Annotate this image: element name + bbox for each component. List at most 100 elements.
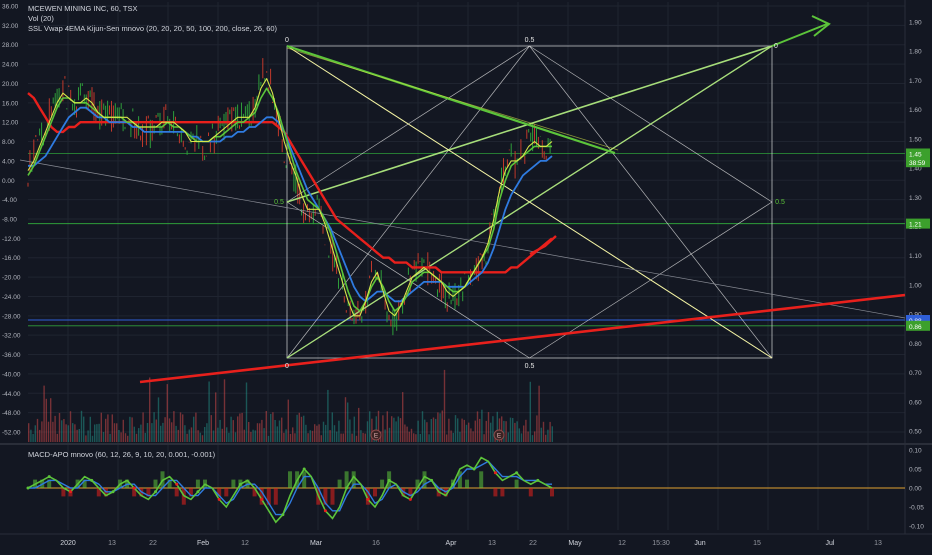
volume-bar: [536, 415, 538, 442]
volume-bar: [366, 421, 369, 442]
price-tag: [906, 315, 930, 325]
trend-line-green-down: [286, 44, 616, 155]
volume-bar: [329, 430, 331, 442]
volume-bar: [76, 429, 78, 442]
macd-histogram-bar: [351, 471, 356, 488]
macd-cross-dot: [451, 482, 455, 486]
gann-box-label: 0.5: [775, 199, 785, 206]
volume-bar: [406, 426, 408, 442]
volume-bar: [292, 427, 294, 442]
macd-histogram-bar: [500, 488, 505, 497]
volume-bar: [375, 416, 377, 442]
left-axis-tick-label: 32.00: [2, 23, 19, 30]
volume-bar: [428, 434, 430, 442]
volume-bar: [160, 425, 162, 442]
volume-bar: [402, 392, 404, 442]
time-axis-tick-label: 13: [488, 540, 496, 547]
price-tag: [906, 148, 930, 159]
right-axis-tick-label: 1.60: [909, 107, 922, 114]
price-tag-label: 38:59: [909, 160, 926, 167]
volume-bar: [333, 425, 336, 442]
volume-bar: [410, 428, 413, 442]
volume-bar: [146, 423, 149, 442]
volume-bar: [65, 424, 67, 442]
volume-bar: [435, 418, 437, 442]
macd-axis-tick-label: -0.10: [909, 524, 924, 531]
right-axis-tick-label: 1.30: [909, 195, 922, 202]
volume-bar: [470, 428, 472, 442]
right-axis-tick-label: 0.70: [909, 370, 922, 377]
volume-bar: [232, 420, 234, 442]
volume-bar: [72, 423, 74, 442]
right-axis-tick-label: 1.40: [909, 166, 922, 173]
volume-bar: [283, 432, 285, 442]
macd-cross-dot: [90, 478, 94, 482]
right-axis-tick-label: 0.60: [909, 399, 922, 406]
price-tag: [906, 218, 930, 229]
volume-bar: [208, 381, 210, 442]
volume-bar: [344, 397, 347, 442]
macd-histogram-bar: [188, 488, 193, 497]
volume-bar: [32, 434, 34, 442]
macd-cross-dot: [175, 482, 179, 486]
volume-bar: [41, 421, 43, 442]
macd-cross-dot: [472, 467, 476, 471]
volume-bar: [118, 430, 120, 442]
volume-bar: [481, 409, 483, 442]
earnings-marker: [493, 429, 505, 441]
volume-bar: [36, 418, 39, 442]
volume-bar: [294, 433, 296, 442]
time-axis-tick-label: 22: [529, 540, 537, 547]
time-axis-tick-label: 12: [618, 540, 626, 547]
volume-bar: [193, 416, 195, 442]
volume-bar: [276, 426, 278, 442]
volume-bar: [127, 435, 129, 442]
volume-bar: [274, 420, 276, 442]
volume-bar: [98, 423, 100, 442]
volume-bar: [437, 412, 439, 442]
macd-histogram-bar: [273, 488, 278, 505]
volume-bar: [85, 435, 87, 442]
macd-histogram-bar: [302, 471, 307, 488]
left-axis-tick-label: -48.00: [2, 410, 21, 417]
macd-cross-dot: [281, 513, 285, 517]
volume-bar: [426, 422, 428, 442]
volume-bar: [358, 407, 360, 442]
volume-bar: [461, 418, 463, 442]
volume-bar: [111, 414, 113, 442]
macd-histogram-bar: [146, 488, 151, 497]
price-tag-label: 0.86: [909, 324, 922, 331]
volume-bar: [89, 416, 91, 442]
time-axis-tick-label: Jun: [694, 540, 705, 547]
gann-box-label: 0: [285, 37, 289, 44]
price-tag-label: 1.21: [909, 222, 922, 229]
volume-bar: [237, 416, 239, 442]
earnings-marker-label: E: [374, 433, 379, 440]
volume-bar: [446, 434, 448, 442]
macd-histogram-bar: [344, 471, 349, 488]
trend-line-grey: [19, 159, 906, 319]
left-axis-tick-label: 8.00: [2, 139, 15, 146]
volume-bar: [432, 417, 435, 442]
volume-bar: [166, 384, 168, 442]
volume-bar: [516, 421, 518, 442]
volume-bar: [551, 426, 553, 442]
volume-bar: [525, 419, 527, 442]
volume-bar: [534, 431, 536, 442]
volume-bar: [281, 417, 283, 442]
time-axis-tick-label: Jul: [826, 540, 835, 547]
volume-bar: [228, 432, 230, 442]
volume-bar: [52, 421, 54, 442]
volume-bar: [107, 414, 109, 442]
volume-bar: [50, 398, 52, 442]
macd-histogram-bar: [153, 479, 158, 488]
volume-bar: [149, 377, 151, 442]
volume-bar: [360, 430, 362, 442]
volume-bar: [454, 415, 457, 442]
volume-bar: [131, 417, 133, 442]
volume-bar: [314, 424, 316, 442]
left-axis-tick-label: 28.00: [2, 42, 19, 49]
volume-bar: [243, 429, 245, 442]
